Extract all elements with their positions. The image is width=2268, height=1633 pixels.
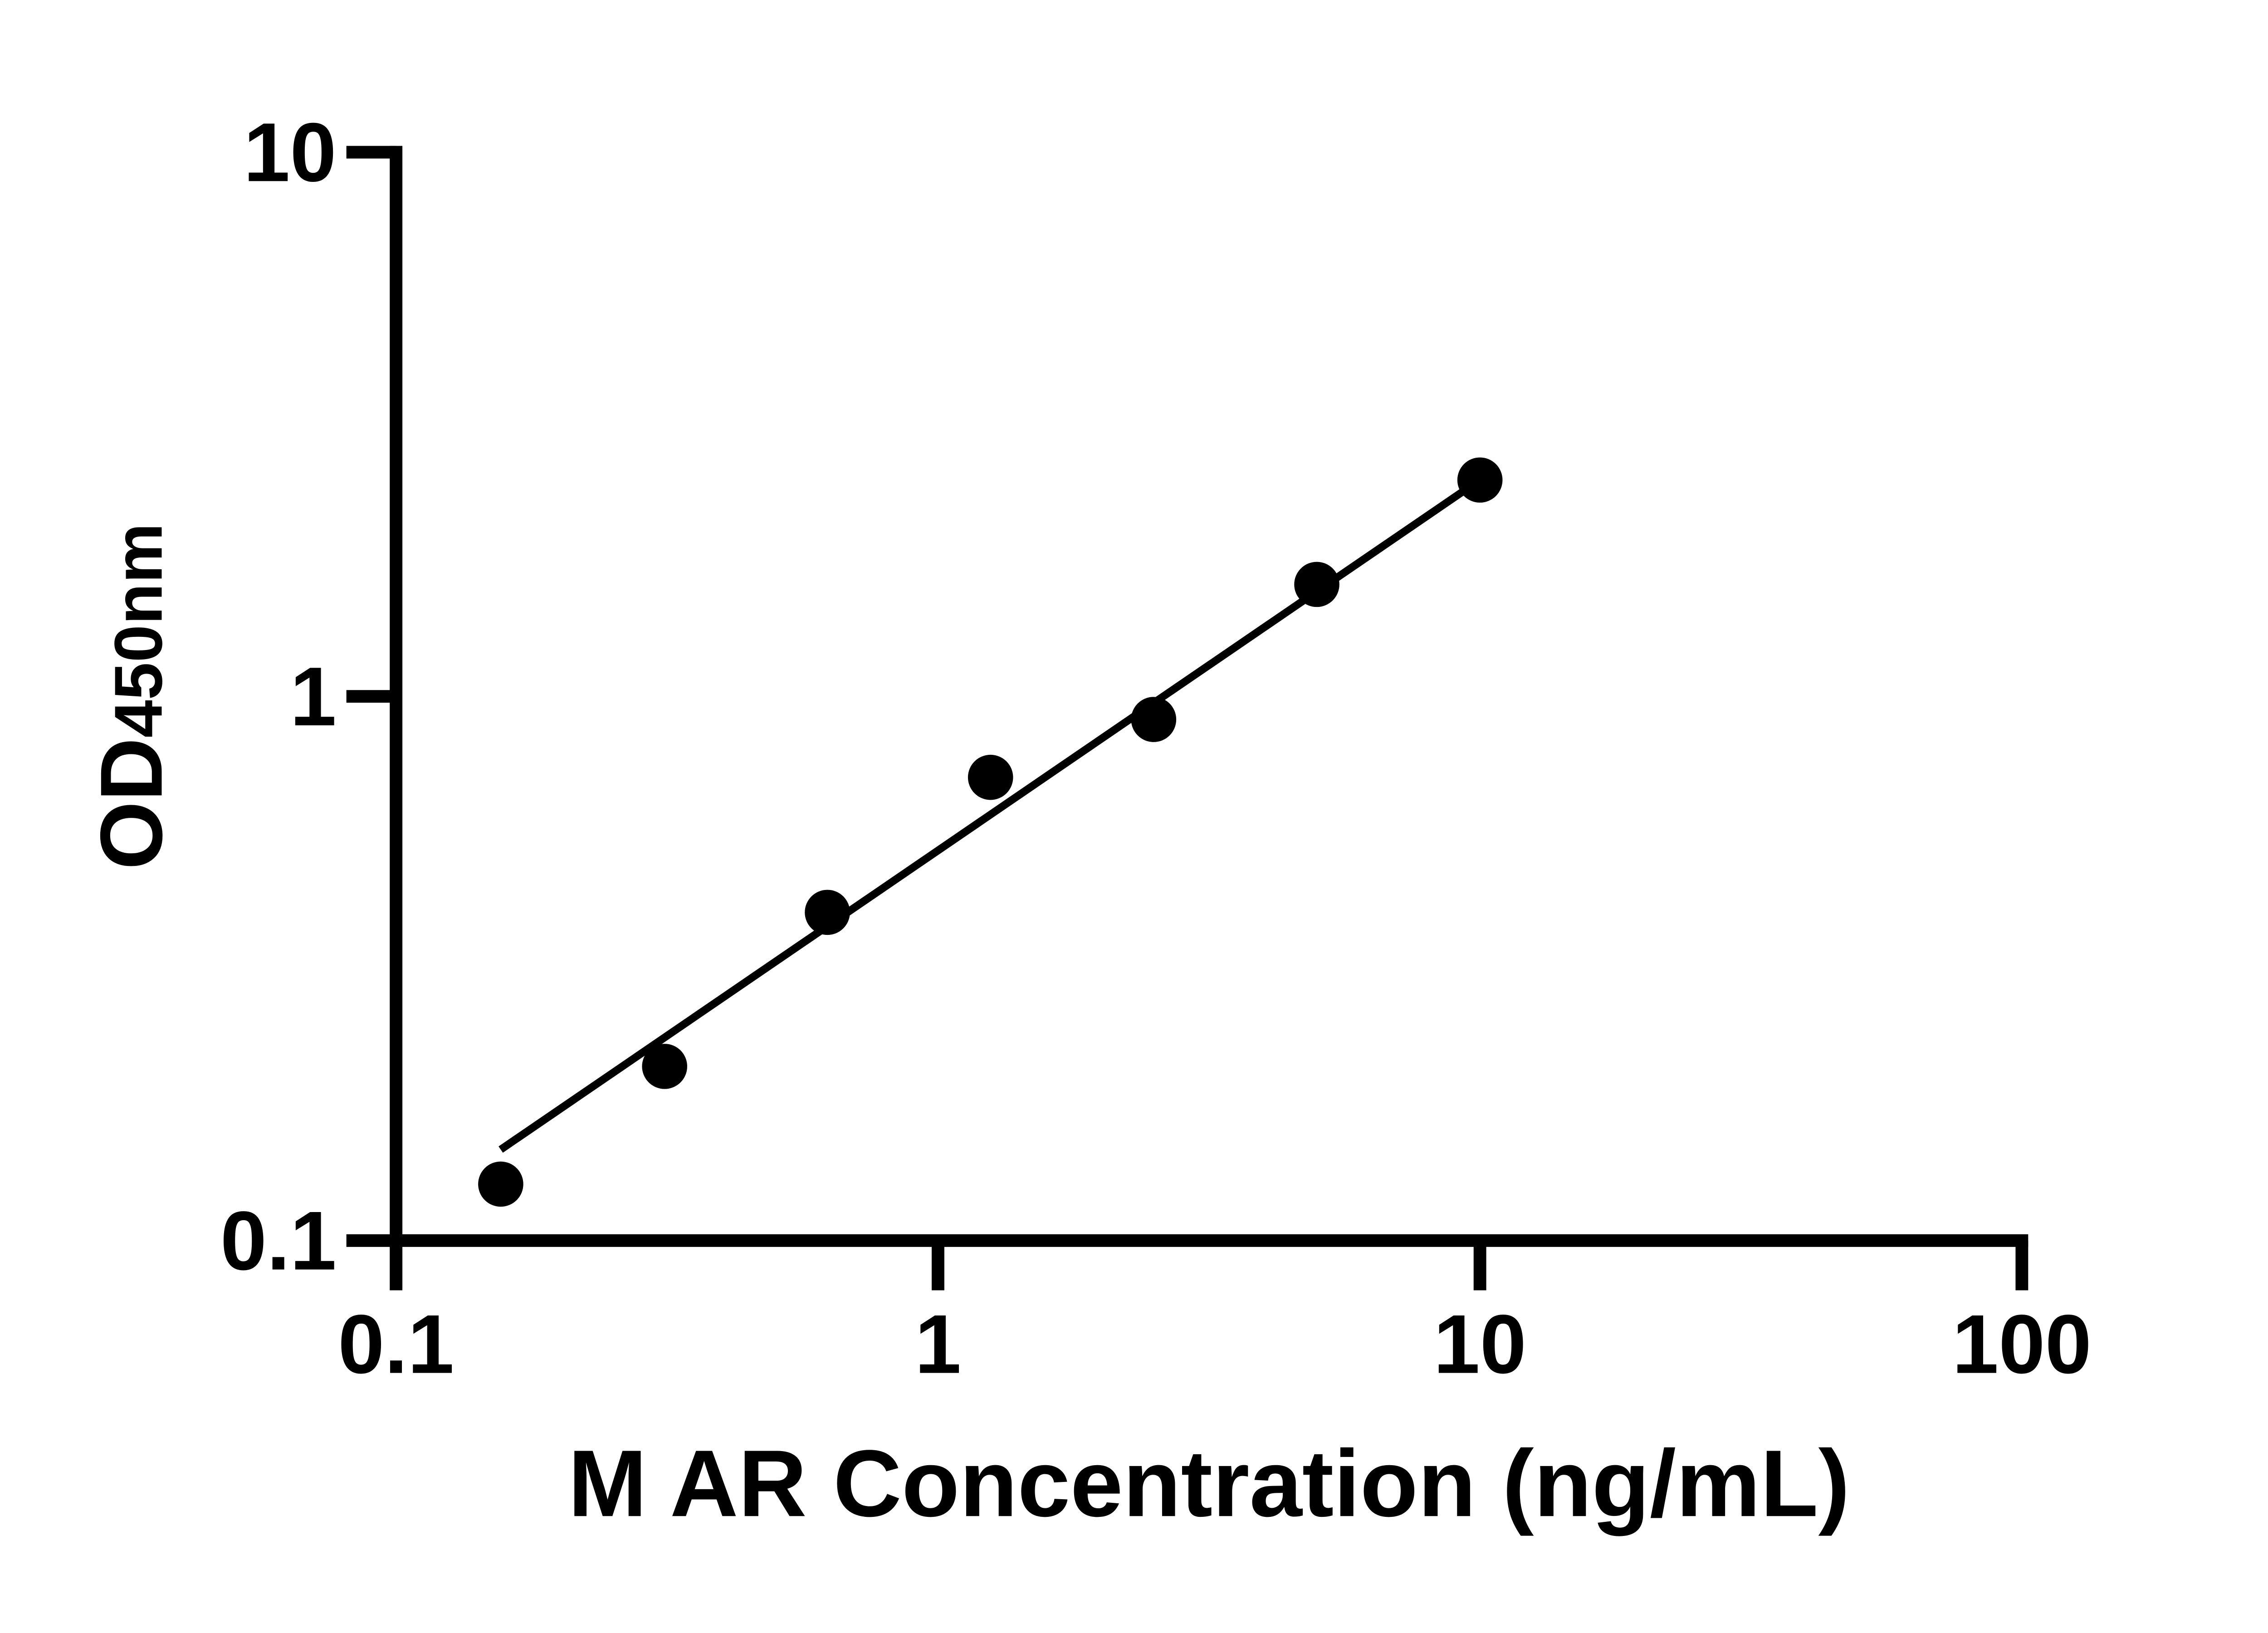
x-tick-label: 1 xyxy=(915,1298,961,1391)
data-point xyxy=(1131,697,1177,742)
x-tick-label: 0.1 xyxy=(338,1298,454,1391)
axis-ticks xyxy=(346,146,2028,1291)
axis-tick-labels: 0.1 1 10 100 10 1 0.1 xyxy=(220,106,2092,1391)
axes xyxy=(390,146,2028,1247)
x-axis-title: M AR Concentration (ng/mL) xyxy=(568,1431,1850,1536)
data-point xyxy=(1457,457,1503,503)
x-tick-label: 10 xyxy=(1433,1298,1526,1391)
y-tick-label: 10 xyxy=(244,106,337,199)
data-point xyxy=(805,890,850,935)
y-tick-label: 1 xyxy=(290,650,336,743)
x-tick-label: 100 xyxy=(1952,1298,2092,1391)
data-point xyxy=(968,754,1013,800)
data-point xyxy=(642,1044,687,1089)
data-point xyxy=(478,1161,523,1207)
y-axis-title-main: OD xyxy=(82,738,181,870)
plot-area xyxy=(478,457,1503,1207)
y-tick-label: 0.1 xyxy=(220,1194,337,1288)
y-axis-title: OD450nm xyxy=(82,523,181,870)
data-point xyxy=(1294,562,1339,607)
y-axis-title-sub: 450nm xyxy=(100,523,176,738)
